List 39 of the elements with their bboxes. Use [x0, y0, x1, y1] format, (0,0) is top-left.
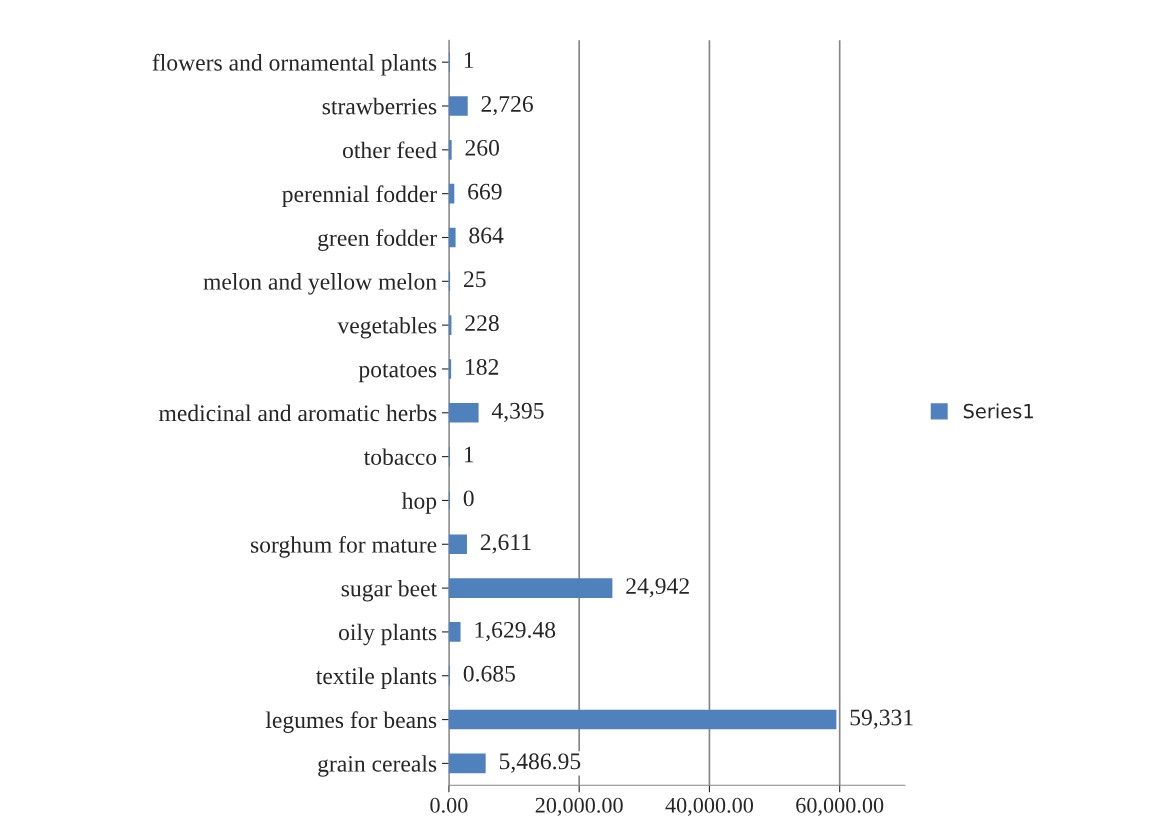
y-tick-label: green fodder — [318, 229, 437, 251]
y-tick-label: vegetables — [337, 316, 437, 339]
data-label: 1 — [464, 52, 474, 68]
y-tick-label: perennial fodder — [282, 185, 437, 207]
data-label: 228 — [465, 315, 499, 332]
data-label: 669 — [468, 183, 502, 200]
y-tick-label: potatoes — [358, 363, 437, 383]
data-label: 260 — [465, 139, 500, 156]
y-tick-label: flowers and ornamental plants — [152, 53, 437, 76]
data-label: 0.685 — [463, 665, 516, 682]
data-label: 2,611 — [480, 534, 531, 554]
y-tick-label: other feed — [342, 141, 437, 159]
y-tick-label: sorghum for mature — [250, 535, 437, 558]
y-tick-label: strawberries — [322, 97, 437, 115]
data-label: 182 — [466, 358, 499, 375]
y-tick-label: textile plants — [316, 667, 437, 689]
data-label: 1,629.48 — [475, 621, 556, 642]
data-label: 1 — [464, 446, 474, 463]
legend-label: Series1 — [963, 403, 1033, 419]
x-tick-label: 40,000.00 — [665, 797, 754, 816]
y-tick-label: legumes for beans — [265, 711, 437, 733]
data-label: 2,726 — [481, 96, 533, 116]
x-tick-label: 0.00 — [430, 797, 468, 813]
y-tick-label: hop — [401, 492, 437, 514]
data-label: 4,395 — [491, 402, 544, 423]
y-tick-label: melon and yellow melon — [203, 273, 437, 295]
data-label: 59,331 — [850, 709, 913, 729]
data-label: 5,486.95 — [499, 753, 581, 773]
data-label: 0 — [463, 490, 474, 507]
data-label: 864 — [469, 227, 504, 244]
y-tick-label: medicinal and aromatic herbs — [158, 404, 437, 422]
y-tick-label: oily plants — [338, 623, 437, 646]
data-label: 24,942 — [626, 578, 689, 598]
x-tick-label: 20,000.00 — [535, 797, 623, 816]
y-tick-label: sugar beet — [341, 579, 437, 602]
y-tick-label: tobacco — [363, 448, 437, 466]
x-tick-label: 60,000.00 — [796, 797, 884, 816]
data-label: 25 — [464, 271, 486, 288]
y-tick-label: grain cereals — [318, 755, 437, 777]
